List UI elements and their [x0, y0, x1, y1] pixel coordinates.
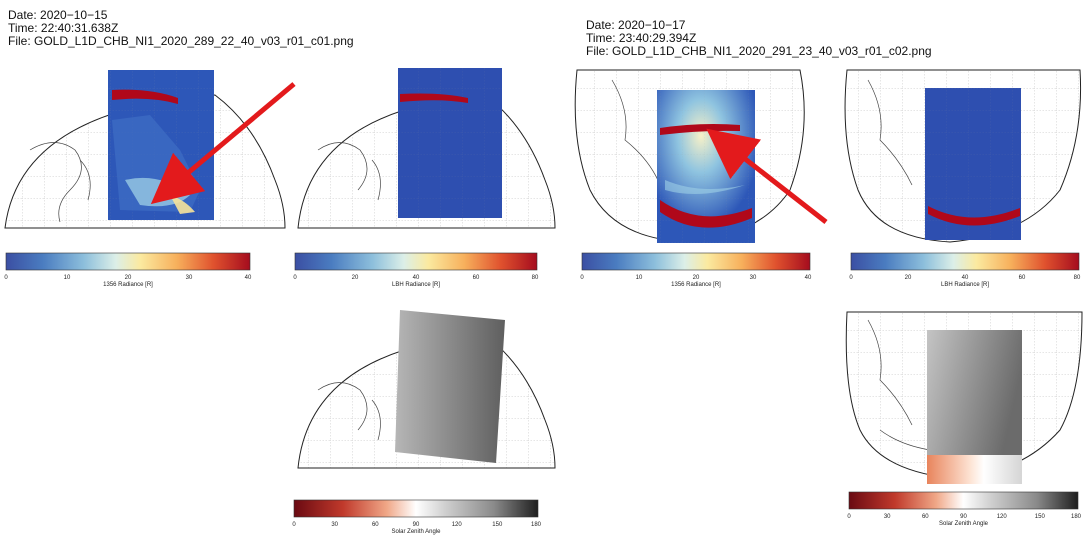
- cb-tick: 150: [1035, 514, 1046, 520]
- cb-tick: 0: [847, 514, 851, 520]
- cb-tick: 30: [750, 275, 757, 281]
- cb-tick: 40: [413, 275, 420, 281]
- left-time: Time: 22:40:31.638Z: [8, 21, 119, 35]
- cb-label: Solar Zenith Angle: [391, 529, 441, 535]
- cb-tick: 180: [531, 522, 542, 528]
- colorbar-left-1356: 0 10 20 30 40 1356 Radiance [R]: [4, 252, 252, 288]
- colorbar-left-sza: 0 30 60 90 120 150 180 Solar Zenith Angl…: [292, 499, 542, 535]
- right-sza-swath-daylit: [927, 455, 1022, 484]
- cb-tick: 40: [245, 275, 252, 281]
- cb-label: 1356 Radiance [R]: [103, 282, 153, 288]
- cb-tick: 90: [960, 514, 967, 520]
- cb-tick: 10: [64, 275, 71, 281]
- cb-tick: 40: [962, 275, 969, 281]
- cb-tick: 180: [1071, 514, 1082, 520]
- right-1356-globe-map: [574, 69, 805, 243]
- cb-tick: 60: [372, 522, 379, 528]
- cb-tick: 40: [805, 275, 812, 281]
- cb-label: LBH Radiance [R]: [392, 282, 440, 288]
- cb-label: LBH Radiance [R]: [941, 282, 989, 288]
- cb-tick: 30: [331, 522, 338, 528]
- right-annotation-arrow: [706, 128, 828, 224]
- cb-tick: 30: [884, 514, 891, 520]
- cb-tick: 120: [997, 514, 1008, 520]
- cb-tick: 0: [4, 275, 8, 281]
- cb-tick: 20: [905, 275, 912, 281]
- cb-tick: 20: [125, 275, 132, 281]
- cb-tick: 0: [580, 275, 584, 281]
- cb-tick: 0: [849, 275, 853, 281]
- left-file: File: GOLD_L1D_CHB_NI1_2020_289_22_40_v0…: [8, 34, 354, 48]
- right-sza-globe-map: [845, 311, 1083, 484]
- right-header: Date: 2020−10−17 Time: 23:40:29.394Z Fil…: [586, 19, 932, 58]
- cb-tick: 80: [532, 275, 539, 281]
- colorbar-left-lbh: 0 20 40 60 80 LBH Radiance [R]: [293, 252, 539, 288]
- right-sza-swath: [927, 330, 1022, 455]
- cb-tick: 60: [922, 514, 929, 520]
- colorbar-right-sza: 0 30 60 90 120 150 180 Solar Zenith Angl…: [847, 491, 1082, 527]
- left-sza-globe-map: [297, 310, 556, 469]
- cb-tick: 0: [293, 275, 297, 281]
- cb-tick: 80: [1074, 275, 1081, 281]
- cb-tick: 90: [413, 522, 420, 528]
- cb-tick: 0: [292, 522, 296, 528]
- cb-tick: 60: [473, 275, 480, 281]
- left-sza-swath: [395, 310, 505, 463]
- cb-tick: 10: [636, 275, 643, 281]
- cb-tick: 20: [352, 275, 359, 281]
- left-header: Date: 2020−10−15 Time: 22:40:31.638Z Fil…: [8, 9, 354, 48]
- right-file: File: GOLD_L1D_CHB_NI1_2020_291_23_40_v0…: [586, 44, 932, 58]
- cb-label: Solar Zenith Angle: [939, 521, 989, 527]
- cb-tick: 20: [693, 275, 700, 281]
- cb-tick: 150: [492, 522, 503, 528]
- cb-tick: 30: [186, 275, 193, 281]
- left-1356-globe-map: [4, 70, 286, 229]
- colorbar-right-1356: 0 10 20 30 40 1356 Radiance [R]: [580, 252, 812, 288]
- right-lbh-globe-map: [844, 69, 1082, 243]
- colorbar-right-lbh: 0 20 40 60 80 LBH Radiance [R]: [849, 252, 1081, 288]
- left-annotation-arrow: [150, 82, 296, 205]
- right-date: Date: 2020−10−17: [586, 18, 686, 32]
- cb-tick: 120: [452, 522, 463, 528]
- left-lbh-globe-map: [297, 68, 556, 229]
- left-date: Date: 2020−10−15: [8, 8, 108, 22]
- right-time: Time: 23:40:29.394Z: [586, 31, 697, 45]
- cb-tick: 60: [1019, 275, 1026, 281]
- cb-label: 1356 Radiance [R]: [671, 282, 721, 288]
